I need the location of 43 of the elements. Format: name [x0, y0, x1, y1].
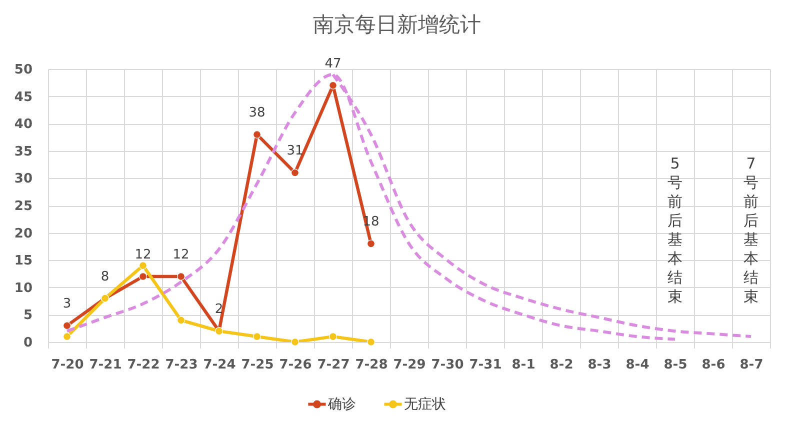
data-label: 3 — [62, 296, 72, 312]
y-tick-label: 50 — [14, 62, 32, 78]
data-label: 38 — [248, 106, 266, 121]
x-tick-label: 7-24 — [203, 358, 236, 372]
x-tick-label: 8-4 — [626, 358, 650, 372]
x-tick-label: 8-3 — [588, 358, 612, 372]
y-tick-label: 0 — [23, 336, 32, 350]
y-tick-label: 20 — [14, 226, 32, 242]
x-tick-label: 7-30 — [431, 358, 464, 372]
data-label: 12 — [172, 247, 190, 262]
x-tick-label: 7-29 — [393, 358, 426, 372]
x-tick-label: 8-6 — [702, 358, 726, 372]
y-tick-label: 5 — [23, 308, 32, 324]
data-label: 31 — [286, 144, 304, 159]
x-tick-label: 7-31 — [469, 358, 502, 372]
y-tick-label: 25 — [14, 199, 32, 214]
x-tick-label: 7-28 — [355, 358, 388, 372]
y-tick-label: 15 — [14, 254, 32, 269]
x-tick-label: 7-23 — [165, 358, 198, 372]
y-tick-label: 30 — [14, 172, 32, 187]
y-tick-label: 40 — [14, 117, 32, 132]
legend-label: 确诊 — [327, 396, 356, 412]
y-tick-label: 45 — [14, 90, 32, 105]
x-tick-label: 8-7 — [740, 358, 764, 372]
x-tick-label: 8-5 — [664, 358, 688, 372]
x-tick-label: 7-20 — [51, 358, 84, 372]
data-label: 12 — [134, 247, 152, 262]
annotation: 5号前后基本结束 — [668, 154, 682, 306]
data-label: 2 — [214, 302, 224, 318]
x-tick-label: 7-27 — [317, 358, 350, 372]
legend-label: 无症状 — [404, 396, 446, 412]
chart-title: 南京每日新增统计 — [313, 12, 481, 36]
x-tick-label: 7-25 — [241, 358, 274, 372]
x-tick-label: 7-22 — [127, 358, 160, 372]
annotation: 7号前后基本结束 — [744, 154, 758, 306]
y-tick-label: 35 — [14, 144, 32, 160]
x-tick-label: 7-26 — [279, 358, 312, 372]
x-tick-label: 7-21 — [89, 358, 122, 372]
data-label: 47 — [324, 56, 342, 72]
x-tick-label: 8-1 — [512, 358, 536, 372]
x-tick-label: 8-2 — [550, 358, 574, 372]
data-label: 8 — [100, 269, 110, 284]
y-tick-label: 10 — [14, 280, 32, 296]
